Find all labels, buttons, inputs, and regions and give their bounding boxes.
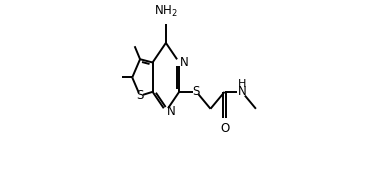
Text: N: N (180, 56, 189, 69)
Text: N: N (167, 105, 175, 118)
Text: O: O (220, 122, 229, 135)
Text: NH$_2$: NH$_2$ (154, 4, 178, 19)
Text: H: H (238, 79, 246, 89)
Text: N: N (238, 85, 246, 98)
Text: S: S (136, 89, 144, 102)
Text: S: S (193, 85, 200, 98)
